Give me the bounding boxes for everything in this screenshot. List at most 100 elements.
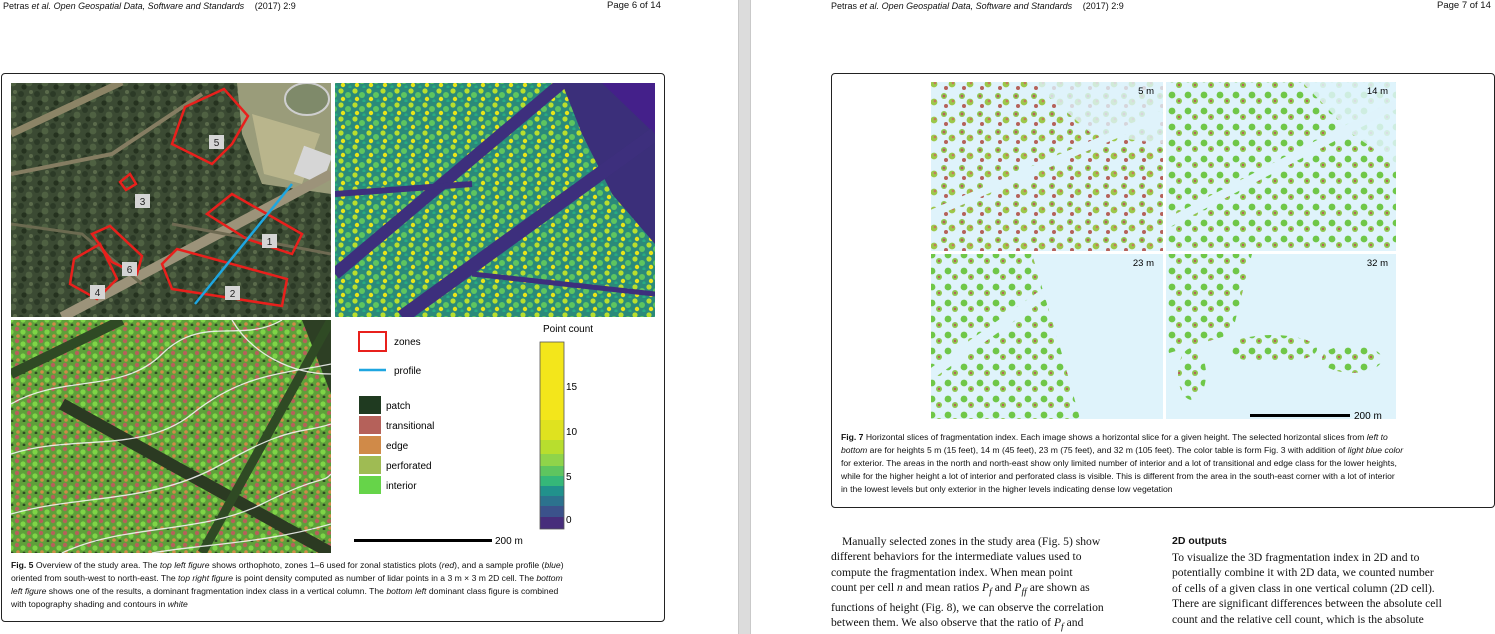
legend-label-transitional: transitional bbox=[386, 421, 434, 432]
colorbar-title: Point count bbox=[543, 324, 593, 335]
caption-text: are for heights 5 m (15 feet), 14 m (45 … bbox=[867, 445, 1348, 455]
body-line: Manually selected zones in the study are… bbox=[842, 535, 1101, 548]
body-line: potentially combine it with 2D data, we … bbox=[1172, 566, 1434, 580]
figure-7-scale-bar: 200 m bbox=[1250, 411, 1382, 422]
legend-label-edge: edge bbox=[386, 441, 409, 452]
colorbar-tick-0: 0 bbox=[566, 515, 572, 526]
body-line: count per cell n and mean ratios Pf and … bbox=[831, 581, 1090, 598]
orthophoto-panel: 5 3 1 6 4 2 bbox=[11, 83, 331, 317]
page-number: Page 7 of 14 bbox=[1437, 0, 1491, 11]
header-journal: Open Geospatial Data, Software and Stand… bbox=[881, 1, 1073, 11]
caption-label: Fig. 7 bbox=[841, 432, 864, 442]
caption-text: ) bbox=[560, 560, 564, 570]
header-authors: Petras bbox=[3, 1, 30, 11]
caption-text: in the lowest levels but only exterior i… bbox=[841, 484, 1173, 494]
header-etal: et al. bbox=[859, 1, 880, 11]
page-number: Page 6 of 14 bbox=[607, 0, 661, 11]
right-page: Petras et al. Open Geospatial Data, Soft… bbox=[751, 0, 1495, 634]
figure-7-frame: 5 m 14 m 23 m 32 m bbox=[831, 73, 1495, 508]
body-line: between them. We also observe that the r… bbox=[831, 616, 1084, 633]
panel-label-14m: 14 m bbox=[1367, 86, 1388, 97]
colorbar-tick-10: 10 bbox=[566, 427, 578, 438]
caption-text: oriented from south-west to north-east. … bbox=[11, 573, 179, 583]
page-gutter bbox=[738, 0, 751, 634]
header-year: (2017) 2:9 bbox=[254, 1, 296, 11]
body-line: of cells of a given class in one vertica… bbox=[1172, 581, 1435, 595]
body-right-column: To visualize the 3D fragmentation index … bbox=[1172, 550, 1493, 627]
legend-swatch-transitional bbox=[359, 416, 381, 434]
caption-emph: bottom bbox=[841, 445, 868, 455]
zone-label-6: 6 bbox=[127, 265, 133, 276]
body-left-column: Manually selected zones in the study are… bbox=[831, 534, 1153, 634]
caption-emph: top left figure bbox=[159, 560, 210, 570]
body-line: compute the fragmentation index. When me… bbox=[831, 565, 1073, 579]
caption-text: shows one of the results, a dominant fra… bbox=[46, 586, 387, 596]
legend-swatch-interior bbox=[359, 476, 381, 494]
zone-label-4: 4 bbox=[95, 288, 101, 299]
legend-zones: zones bbox=[394, 337, 421, 348]
caption-emph: light blue color bbox=[1347, 445, 1404, 455]
zone-label-2: 2 bbox=[230, 289, 236, 300]
point-density-panel bbox=[335, 83, 655, 317]
legend-swatch-edge bbox=[359, 436, 381, 454]
scale-bar-label: 200 m bbox=[495, 536, 523, 547]
caption-text: Overview of the study area. The bbox=[33, 560, 160, 570]
slice-panel-5m: 5 m bbox=[931, 82, 1163, 251]
running-header: Petras et al. Open Geospatial Data, Soft… bbox=[831, 0, 1124, 12]
legend-label-interior: interior bbox=[386, 481, 417, 492]
zones-swatch bbox=[358, 331, 387, 352]
colorbar-tick-5: 5 bbox=[566, 472, 572, 483]
math-pff: P bbox=[1014, 581, 1022, 595]
header-etal: et al. bbox=[31, 1, 52, 11]
section-title: 2D outputs bbox=[1172, 535, 1227, 547]
caption-emph: blue bbox=[544, 560, 561, 570]
caption-text: Horizontal slices of fragmentation index… bbox=[863, 432, 1367, 442]
figure-5-legend: zones profile patch transitional edge perfo… bbox=[358, 331, 434, 494]
body-line: There are significant differences betwee… bbox=[1172, 597, 1442, 611]
legend-swatch-patch bbox=[359, 396, 381, 414]
caption-text: dominant class figure is combined bbox=[426, 586, 559, 596]
colorbar-tick-15: 15 bbox=[566, 382, 578, 393]
zones-overlay bbox=[68, 87, 304, 308]
body-line: different behaviors for the intermediate… bbox=[831, 550, 1082, 564]
caption-text: shows orthophoto, zones 1–6 used for zon… bbox=[209, 560, 442, 570]
scale-bar: 200 m bbox=[354, 536, 523, 547]
caption-text: while for the higher height a lot of int… bbox=[841, 471, 1395, 481]
slice-panel-32m: 32 m bbox=[1166, 254, 1396, 426]
dominant-class-panel bbox=[11, 320, 331, 553]
legend-label-perforated: perforated bbox=[386, 461, 432, 472]
caption-emph: bottom left bbox=[386, 586, 427, 596]
panel-label-23m: 23 m bbox=[1133, 258, 1154, 269]
caption-emph: left to bbox=[1366, 432, 1388, 442]
caption-emph: left figure bbox=[11, 586, 47, 596]
legend-swatch-perforated bbox=[359, 456, 381, 474]
legend-profile: profile bbox=[394, 366, 422, 377]
profile-line bbox=[194, 183, 293, 305]
left-page: Petras et al. Open Geospatial Data, Soft… bbox=[0, 0, 738, 634]
caption-emph: red bbox=[441, 560, 455, 570]
class-legend: patch transitional edge perforated interior bbox=[359, 396, 434, 494]
slice-panel-14m: 14 m bbox=[1166, 82, 1396, 251]
caption-label: Fig. 5 bbox=[11, 560, 34, 570]
caption-text: ), and a sample profile ( bbox=[454, 560, 545, 570]
panel-label-32m: 32 m bbox=[1367, 258, 1388, 269]
caption-text: for exterior. The areas in the north and… bbox=[841, 458, 1397, 468]
header-authors: Petras bbox=[831, 1, 858, 11]
caption-emph: white bbox=[167, 599, 188, 609]
body-line: count and the relative cell count, which… bbox=[1172, 612, 1424, 626]
running-header: Petras et al. Open Geospatial Data, Soft… bbox=[3, 0, 296, 12]
figure-5-frame: 5 3 1 6 4 2 bbox=[1, 73, 665, 622]
caption-emph: bottom bbox=[536, 573, 563, 583]
slice-panel-23m: 23 m bbox=[931, 254, 1163, 426]
zone-label-3: 3 bbox=[140, 197, 146, 208]
caption-text: with topography shading and contours in bbox=[11, 599, 168, 609]
figure-5-caption: Fig. 5 Overview of the study area. The t… bbox=[11, 559, 659, 611]
math-pf: P bbox=[982, 581, 990, 595]
figure-5-graphic: 5 3 1 6 4 2 bbox=[11, 83, 655, 553]
caption-emph: top right figure bbox=[178, 573, 233, 583]
colorbar: Point count 15 10 5 0 bbox=[539, 324, 593, 530]
figure-7-caption: Fig. 7 Horizontal slices of fragmentatio… bbox=[841, 431, 1489, 496]
legend-label-patch: patch bbox=[386, 401, 410, 412]
zone-label-1: 1 bbox=[267, 237, 273, 248]
header-year: (2017) 2:9 bbox=[1082, 1, 1124, 11]
